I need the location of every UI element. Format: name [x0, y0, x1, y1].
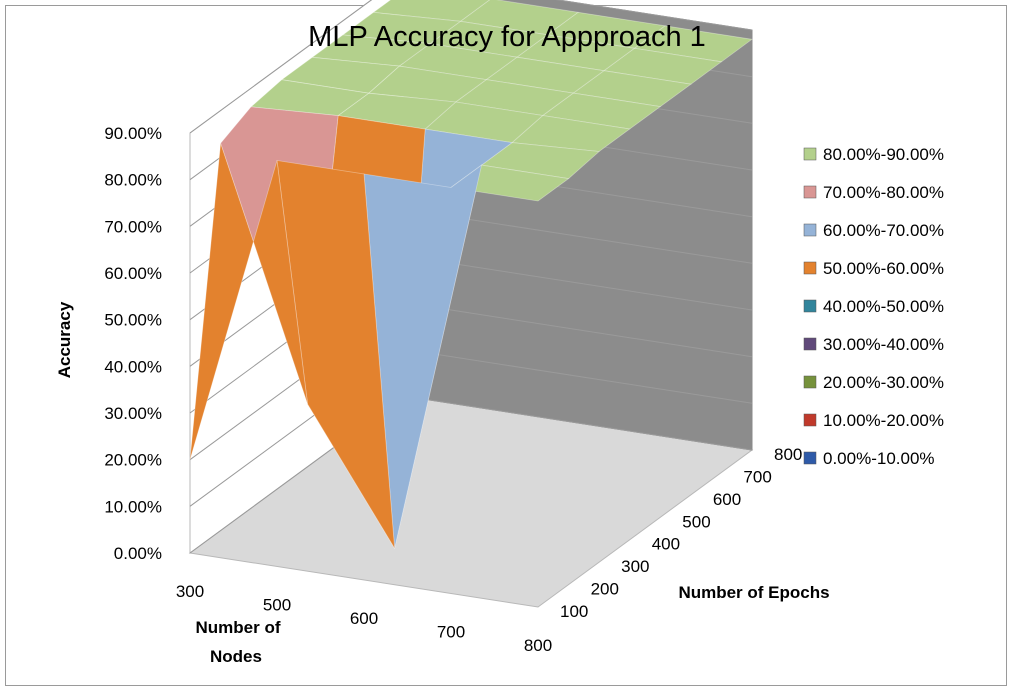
z-tick-label: 10.00%	[104, 497, 162, 516]
z-tick-label: 20.00%	[104, 451, 162, 470]
z-tick-label: 30.00%	[104, 404, 162, 423]
legend-swatch	[803, 451, 817, 465]
surface-cell	[372, 0, 491, 22]
x-tick-label: 500	[263, 596, 291, 615]
y-tick-label: 200	[591, 580, 619, 599]
legend-label: 20.00%-30.00%	[823, 373, 944, 392]
surface-cell	[250, 79, 370, 117]
gridline	[189, 0, 753, 134]
legend-label: 60.00%-70.00%	[823, 221, 944, 240]
legend-label: 80.00%-90.00%	[823, 145, 944, 164]
legend-label: 30.00%-40.00%	[823, 335, 944, 354]
y-tick-label: 300	[621, 557, 649, 576]
legend-swatch	[803, 299, 817, 313]
surface-cell	[341, 11, 462, 45]
z-axis-ticks: 0.00% 10.00% 20.00% 30.00% 40.00% 50.00% 60.00…	[104, 124, 162, 563]
legend-swatch	[803, 375, 817, 389]
z-tick-label: 40.00%	[104, 357, 162, 376]
y-tick-label: 700	[743, 467, 771, 486]
x-tick-label: 600	[350, 609, 378, 628]
surface-cell	[428, 20, 549, 58]
legend-label: 50.00%-60.00%	[823, 259, 944, 278]
legend-label: 0.00%-10.00%	[823, 449, 935, 468]
legend-swatch	[803, 261, 817, 275]
legend-swatch	[803, 185, 817, 199]
z-tick-label: 50.00%	[104, 311, 162, 330]
surface-cell	[189, 143, 308, 460]
y-tick-label: 800	[774, 445, 802, 464]
legend-swatch	[803, 413, 817, 427]
chart-title: MLP Accuracy for Appproach 1	[308, 21, 706, 53]
legend-label: 70.00%-80.00%	[823, 183, 944, 202]
surface-plot	[189, 0, 754, 550]
surface-cell	[449, 164, 570, 202]
legend-label: 10.00%-20.00%	[823, 411, 944, 430]
z-tick-label: 80.00%	[104, 171, 162, 190]
y-axis-title: Number of Epochs	[678, 583, 829, 602]
surface-cell	[311, 34, 431, 67]
x-tick-label: 800	[524, 636, 552, 655]
y-tick-label: 100	[560, 602, 588, 621]
legend-label: 40.00%-50.00%	[823, 297, 944, 316]
x-axis-ticks: 300 500 600 700 800	[176, 582, 552, 655]
x-tick-label: 300	[176, 582, 204, 601]
x-tick-label: 700	[437, 623, 465, 642]
legend: 80.00%-90.00% 70.00%-80.00% 60.00%-70.00% 5…	[803, 145, 944, 468]
y-tick-label: 600	[713, 490, 741, 509]
z-tick-label: 0.00%	[114, 544, 162, 563]
y-tick-label: 500	[682, 512, 710, 531]
z-tick-label: 70.00%	[104, 217, 162, 236]
legend-swatch	[803, 337, 817, 351]
x-axis-title-line-2: Nodes	[210, 647, 262, 666]
z-axis-title: Accuracy	[55, 301, 74, 378]
legend-swatch	[803, 223, 817, 237]
z-tick-label: 60.00%	[104, 264, 162, 283]
y-tick-label: 400	[652, 535, 680, 554]
legend-swatch	[803, 147, 817, 161]
x-axis-title-line-1: Number of	[196, 618, 281, 637]
z-tick-label: 90.00%	[104, 124, 162, 143]
